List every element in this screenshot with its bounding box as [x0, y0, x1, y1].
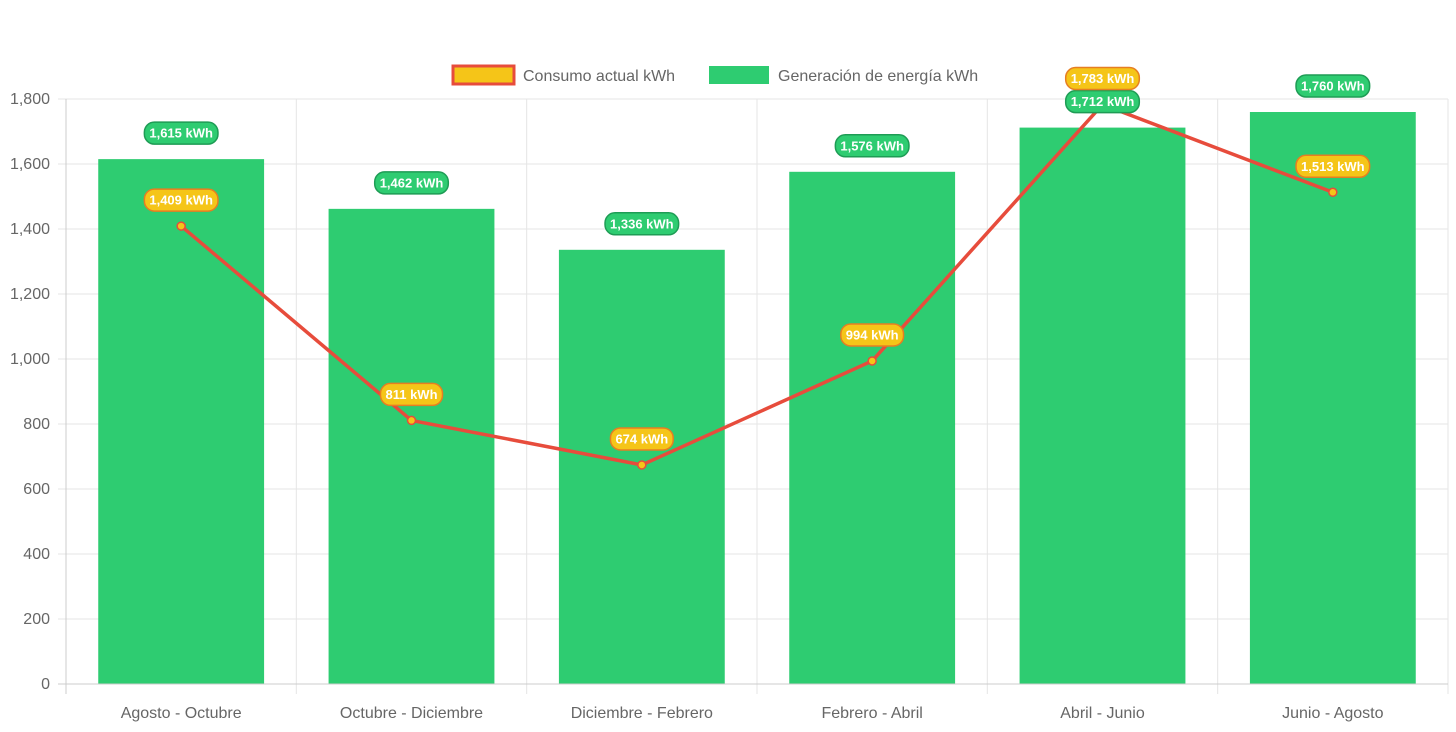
y-tick-label: 200 — [23, 611, 50, 628]
bar-value-label-bg — [834, 134, 910, 158]
bar-generacion[interactable] — [789, 171, 956, 685]
grid-layer — [58, 98, 1449, 694]
data-labels-layer: 1,615 kWh 1,462 kWh 1,336 kWh 1,576 kWh 1,71… — [143, 66, 1371, 451]
line-value-label-bg — [1064, 66, 1141, 91]
line-value-label-bg — [143, 188, 219, 212]
bar-generacion[interactable] — [328, 208, 495, 684]
line-value-label-bg — [609, 427, 674, 451]
legend-swatch-generacion[interactable] — [709, 66, 769, 84]
point-consumo[interactable] — [867, 356, 877, 366]
bar-generacion[interactable] — [98, 159, 265, 684]
point-consumo[interactable] — [176, 221, 186, 231]
y-tick-label: 600 — [23, 481, 50, 498]
line-value-label-bg — [379, 382, 444, 407]
bar-value-label-bg — [143, 121, 219, 145]
bar-value-label-bg — [1295, 74, 1371, 98]
bar-value-label-text: 1,462 kWh — [380, 175, 444, 190]
x-tick-label: Junio - Agosto — [1282, 705, 1384, 722]
line-value-label: 1,783 kWh — [1064, 66, 1141, 91]
line-value-label-bg — [840, 323, 905, 347]
bar-generacion[interactable] — [1249, 112, 1416, 684]
legend-label-consumo[interactable]: Consumo actual kWh — [523, 68, 675, 85]
bar-value-label: 1,576 kWh — [834, 134, 910, 158]
bar-generacion[interactable] — [1019, 127, 1186, 685]
y-tick-label: 1,400 — [10, 221, 50, 238]
bar-value-label: 1,615 kWh — [143, 121, 219, 145]
line-value-label: 811 kWh — [379, 382, 444, 407]
bar-value-label: 1,336 kWh — [604, 212, 680, 236]
x-tick-label: Abril - Junio — [1060, 705, 1145, 722]
line-value-label-text: 1,513 kWh — [1301, 159, 1365, 174]
line-value-label-bg — [1295, 154, 1371, 179]
y-tick-label: 400 — [23, 546, 50, 563]
bar-value-label-bg — [1064, 89, 1141, 114]
legend[interactable]: Consumo actual kWh Generación de energía… — [451, 64, 978, 86]
y-tick-label: 1,600 — [10, 156, 50, 173]
bar-value-label: 1,712 kWh — [1064, 89, 1141, 114]
line-value-label-text: 811 kWh — [385, 387, 437, 402]
line-value-label-text: 674 kWh — [615, 431, 668, 446]
y-tick-label: 1,000 — [10, 351, 50, 368]
axes-layer: 0 200 400 600 800 1,000 1,200 1,400 1,600 1,800 Ag… — [10, 91, 1448, 722]
y-tick-label: 0 — [41, 676, 50, 693]
line-value-label: 994 kWh — [840, 323, 905, 347]
bar-value-label-bg — [373, 171, 450, 195]
point-consumo[interactable] — [1328, 187, 1338, 198]
point-consumo[interactable] — [406, 415, 417, 426]
legend-label-generacion[interactable]: Generación de energía kWh — [778, 68, 978, 85]
bar-value-label-text: 1,336 kWh — [610, 216, 674, 231]
line-value-label: 674 kWh — [609, 427, 674, 451]
line-value-label-text: 1,409 kWh — [149, 193, 213, 208]
legend-swatch-consumo[interactable] — [451, 64, 516, 86]
x-tick-label: Octubre - Diciembre — [340, 705, 483, 722]
bar-value-label-text: 1,712 kWh — [1071, 94, 1135, 109]
bar-value-label-bg — [604, 212, 680, 236]
point-consumo[interactable] — [637, 460, 647, 470]
bar-value-label: 1,760 kWh — [1295, 74, 1371, 98]
x-tick-label: Febrero - Abril — [821, 705, 922, 722]
line-value-label-text: 994 kWh — [846, 327, 899, 342]
line-value-label: 1,513 kWh — [1295, 154, 1371, 179]
bar-value-label: 1,462 kWh — [373, 171, 450, 195]
x-tick-label: Diciembre - Febrero — [571, 705, 713, 722]
line-consumo — [180, 102, 1334, 467]
bar-value-label-text: 1,615 kWh — [149, 126, 213, 141]
y-tick-label: 1,200 — [10, 286, 50, 303]
y-tick-label: 800 — [23, 416, 50, 433]
line-value-label-text: 1,783 kWh — [1071, 71, 1135, 86]
bar-value-label-text: 1,760 kWh — [1301, 79, 1365, 94]
y-tick-label: 1,800 — [10, 91, 50, 108]
bar-value-label-text: 1,576 kWh — [840, 138, 904, 153]
x-tick-label: Agosto - Octubre — [121, 705, 242, 722]
line-value-label: 1,409 kWh — [143, 188, 219, 212]
